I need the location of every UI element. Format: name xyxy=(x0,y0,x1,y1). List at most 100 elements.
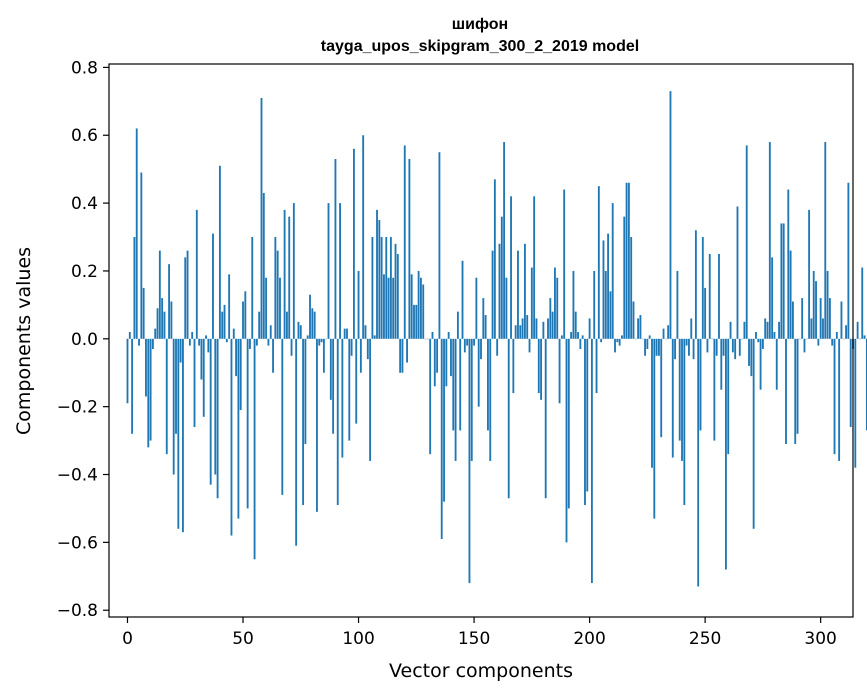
bar-component-33 xyxy=(202,338,205,417)
bar-component-150 xyxy=(473,338,475,346)
bar-component-49 xyxy=(239,338,242,411)
bar-component-64 xyxy=(274,237,277,339)
bar-component-269 xyxy=(748,338,750,366)
bar-component-148 xyxy=(468,338,471,584)
plot-frame xyxy=(108,63,854,618)
bar-component-244 xyxy=(690,318,693,339)
bar-component-169 xyxy=(517,250,519,339)
bar-component-65 xyxy=(276,250,279,339)
x-tick-label: 0 xyxy=(122,629,133,649)
bar-component-147 xyxy=(466,338,469,346)
bar-component-278 xyxy=(768,142,771,339)
bar-component-70 xyxy=(288,216,291,339)
bar-component-122 xyxy=(408,158,411,339)
bar-component-81 xyxy=(313,311,316,339)
bar-component-42 xyxy=(223,304,226,339)
bar-component-267 xyxy=(743,321,746,339)
x-axis-label: Vector components xyxy=(389,660,573,682)
bar-component-219 xyxy=(632,301,635,339)
bar-component-258 xyxy=(722,338,725,356)
bar-component-152 xyxy=(477,338,480,407)
y-tick-label: 0.6 xyxy=(71,126,98,146)
bar-component-120 xyxy=(403,145,406,339)
bar-component-94 xyxy=(343,328,346,339)
bar-component-284 xyxy=(782,223,785,339)
x-tick-label: 250 xyxy=(689,629,721,649)
bar-component-199 xyxy=(586,338,589,492)
bar-component-15 xyxy=(161,298,164,339)
bar-component-185 xyxy=(554,267,556,339)
bar-component-102 xyxy=(362,135,365,339)
bar-component-274 xyxy=(759,338,762,390)
bar-component-302 xyxy=(824,142,827,339)
bar-component-276 xyxy=(764,318,767,339)
bar-component-261 xyxy=(729,321,732,339)
bar-component-142 xyxy=(454,338,457,461)
bar-component-131 xyxy=(429,338,432,455)
bar-component-107 xyxy=(373,335,376,339)
bar-component-167 xyxy=(512,338,515,394)
bar-component-31 xyxy=(198,338,201,346)
y-tick-label: 0.4 xyxy=(71,194,98,214)
bar-component-279 xyxy=(771,257,774,339)
bar-component-195 xyxy=(577,332,579,339)
bar-component-3 xyxy=(133,237,136,339)
x-tick-label: 50 xyxy=(232,629,254,649)
bar-component-250 xyxy=(704,287,707,339)
bar-component-154 xyxy=(482,298,485,339)
x-tick-label: 150 xyxy=(458,629,490,649)
bar-component-242 xyxy=(685,338,688,346)
bar-component-126 xyxy=(417,270,420,339)
bar-component-307 xyxy=(835,332,838,339)
bar-component-19 xyxy=(170,301,173,339)
bar-component-312 xyxy=(847,182,850,339)
bar-component-128 xyxy=(422,284,425,339)
bar-component-285 xyxy=(785,338,787,444)
bar-component-4 xyxy=(135,128,138,339)
bar-component-190 xyxy=(565,338,568,543)
bar-component-96 xyxy=(348,338,351,441)
bar-component-118 xyxy=(399,338,402,373)
bar-component-277 xyxy=(766,321,769,339)
bar-component-8 xyxy=(145,338,147,397)
bar-component-76 xyxy=(302,338,305,506)
bar-component-156 xyxy=(487,338,489,431)
bar-component-58 xyxy=(260,97,263,339)
bar-component-241 xyxy=(683,338,686,506)
bar-component-132 xyxy=(431,332,434,339)
bar-component-218 xyxy=(630,237,633,339)
bar-component-149 xyxy=(470,338,473,461)
bar-component-20 xyxy=(172,338,175,475)
bar-component-313 xyxy=(849,338,852,428)
bar-component-44 xyxy=(228,274,231,339)
bar-component-303 xyxy=(826,270,829,339)
bar-component-165 xyxy=(507,338,510,499)
bar-component-289 xyxy=(794,338,797,444)
bar-component-229 xyxy=(655,338,658,356)
bar-component-34 xyxy=(205,335,207,339)
bar-component-74 xyxy=(297,321,300,339)
bar-component-259 xyxy=(725,338,727,570)
bar-component-2 xyxy=(131,338,134,434)
bar-component-213 xyxy=(618,338,621,346)
bar-component-133 xyxy=(433,338,436,387)
bar-component-212 xyxy=(616,338,619,343)
bar-component-144 xyxy=(459,338,462,431)
bar-series xyxy=(126,91,867,587)
bar-component-214 xyxy=(621,335,623,339)
bar-component-316 xyxy=(856,321,859,339)
bar-component-240 xyxy=(681,338,683,461)
bar-component-257 xyxy=(720,338,723,390)
bar-component-224 xyxy=(644,338,646,356)
bar-component-166 xyxy=(510,196,512,339)
bar-component-275 xyxy=(761,338,764,349)
bar-component-264 xyxy=(736,206,739,339)
bar-component-170 xyxy=(519,325,522,339)
bar-component-232 xyxy=(662,328,665,339)
bar-component-140 xyxy=(450,338,452,377)
bar-component-301 xyxy=(822,318,824,339)
y-axis-label: Components values xyxy=(13,247,35,435)
bar-component-221 xyxy=(637,318,640,339)
bar-component-168 xyxy=(514,325,517,339)
